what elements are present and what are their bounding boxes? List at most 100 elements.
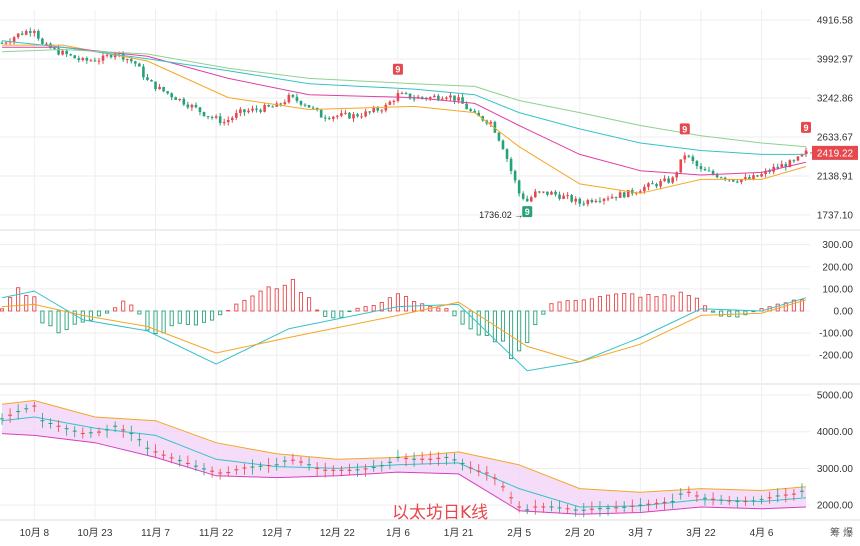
candle-body xyxy=(53,48,56,50)
candle-body xyxy=(230,117,234,120)
macd-histogram-bar xyxy=(72,310,77,325)
candle-body xyxy=(768,170,771,172)
macd-histogram-bar xyxy=(678,291,683,312)
bollinger-pane xyxy=(0,399,807,518)
candle-body xyxy=(97,60,101,62)
moving-average-line xyxy=(1,40,806,155)
candle-body xyxy=(582,203,586,205)
candle-body xyxy=(788,160,792,168)
candle-body xyxy=(65,50,68,55)
candle-body xyxy=(368,111,371,113)
x-tick-label: 2月 20 xyxy=(565,527,595,539)
candle-body xyxy=(186,104,190,108)
macd-dif-line xyxy=(1,290,807,372)
candle-body xyxy=(509,158,513,171)
macd-histogram-bar xyxy=(218,310,223,316)
candle-body xyxy=(602,198,606,201)
candle-body xyxy=(69,54,72,56)
candle-body xyxy=(465,103,468,110)
candle-body xyxy=(364,111,367,117)
candle-body xyxy=(251,108,254,111)
axis-labels: 10月 8 10月 23 11月 7 11月 22 12月 7 12月 22 1月 6 1月 … xyxy=(20,16,854,539)
candle-body xyxy=(804,150,808,155)
candle-body xyxy=(570,195,573,202)
candle-body xyxy=(671,177,674,183)
candle-body xyxy=(77,58,81,61)
y-tick-label: 300.00 xyxy=(822,240,853,251)
candle-body xyxy=(263,105,266,112)
macd-histogram-bar xyxy=(80,310,85,323)
candle-body xyxy=(182,98,186,105)
candle-body xyxy=(226,119,230,123)
macd-histogram-bar xyxy=(589,298,594,312)
candle-body xyxy=(643,186,646,192)
macd-histogram-bar xyxy=(161,310,166,334)
candle-body xyxy=(513,170,517,181)
candle-body xyxy=(267,105,270,107)
macd-histogram-bar xyxy=(24,295,29,312)
macd-histogram-bar xyxy=(145,310,150,331)
macd-histogram-bar xyxy=(32,296,37,312)
candle-body xyxy=(142,66,145,78)
candle-body xyxy=(534,191,537,198)
macd-histogram-bar xyxy=(565,300,570,312)
x-tick-label: 3月 7 xyxy=(628,527,652,539)
candle-body xyxy=(800,154,804,157)
candle-body xyxy=(764,170,767,175)
candle-body xyxy=(109,54,113,58)
moving-average-line xyxy=(2,44,807,194)
candle-body xyxy=(497,132,501,141)
x-tick-label: 4月 6 xyxy=(750,527,774,539)
candle-body xyxy=(538,191,541,193)
macd-histogram-bar xyxy=(727,310,732,317)
x-tick-label: 11月 7 xyxy=(141,527,170,539)
macd-histogram-bar xyxy=(193,310,198,326)
candle-body xyxy=(780,164,784,168)
candle-body xyxy=(101,55,105,61)
moving-average-line xyxy=(2,46,807,176)
candle-body xyxy=(731,179,735,182)
candle-body xyxy=(45,43,48,45)
candle-body xyxy=(695,161,699,167)
candle-body xyxy=(336,115,339,117)
candle-body xyxy=(651,183,654,185)
macd-histogram-bar xyxy=(64,310,69,331)
macd-histogram-bar xyxy=(242,299,247,312)
macd-histogram-bar xyxy=(605,294,611,312)
macd-histogram-bar xyxy=(169,310,174,327)
macd-histogram-bar xyxy=(113,307,118,312)
candle-body xyxy=(546,191,549,195)
macd-histogram-bar xyxy=(638,296,643,312)
macd-histogram-bar xyxy=(307,297,312,312)
x-tick-label: 1月 6 xyxy=(386,527,410,539)
candle-body xyxy=(323,117,327,119)
candle-body xyxy=(125,59,129,61)
macd-histogram-bar xyxy=(614,293,619,312)
macd-histogram-bar xyxy=(662,294,667,312)
macd-histogram-bar xyxy=(670,295,675,312)
candle-body xyxy=(703,169,707,171)
candle-body xyxy=(626,190,630,198)
macd-histogram-bar xyxy=(541,310,546,315)
candle-body xyxy=(73,55,77,59)
macd-histogram-bar xyxy=(96,310,102,317)
candle-body xyxy=(81,58,85,61)
candle-body xyxy=(4,42,8,44)
candle-body xyxy=(247,110,250,113)
macd-histogram-bar xyxy=(420,303,425,312)
candle-body xyxy=(388,101,392,105)
macd-histogram-bar xyxy=(379,302,384,312)
candle-body xyxy=(598,200,602,202)
x-tick-label: 1月 21 xyxy=(444,527,474,539)
macd-histogram-bar xyxy=(315,309,320,312)
macd-histogram-bar xyxy=(290,278,295,312)
candle-body xyxy=(170,93,173,98)
candle-body xyxy=(271,106,274,108)
candle-body xyxy=(505,149,509,159)
candle-body xyxy=(683,155,687,160)
candle-body xyxy=(493,121,497,133)
candle-body xyxy=(659,181,662,187)
y-tick-label: 4000.00 xyxy=(817,427,854,438)
candle-body xyxy=(138,63,141,67)
y-tick-label: 100.00 xyxy=(822,284,853,295)
